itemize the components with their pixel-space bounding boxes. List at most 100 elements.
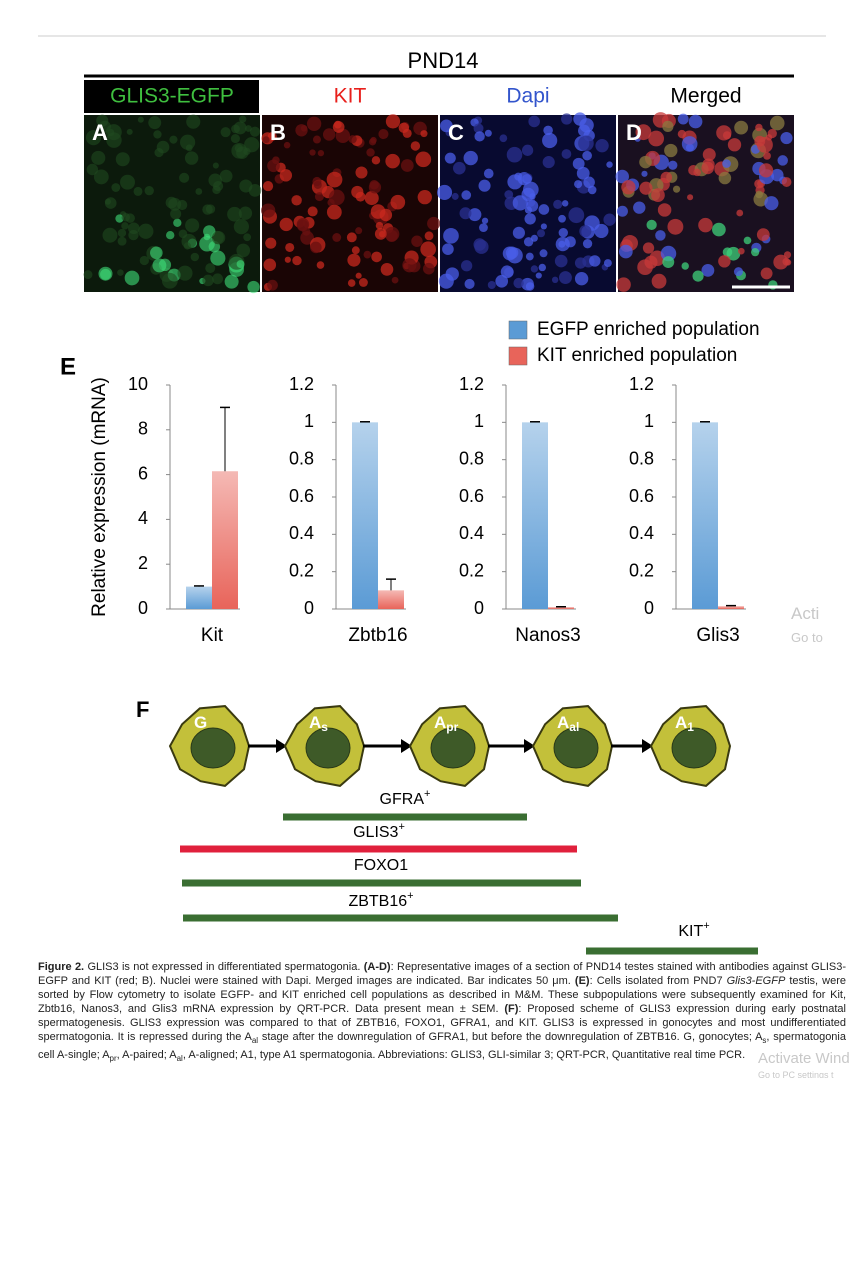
cell-texture: [417, 189, 432, 205]
panel-letter: D: [626, 120, 642, 145]
cell-texture: [615, 169, 629, 184]
cell-texture: [576, 166, 590, 180]
y-tick-label: 0: [474, 598, 484, 618]
cell-texture: [312, 135, 321, 144]
cell-texture: [736, 209, 744, 217]
caption-run: al: [251, 1036, 259, 1046]
arrowhead: [276, 739, 287, 753]
marker-sup: +: [398, 821, 404, 833]
y-tick-label: 0.8: [289, 448, 314, 468]
cell-texture: [463, 150, 478, 166]
cell-texture: [400, 159, 414, 172]
cell-label-main: A: [309, 713, 321, 732]
cell-texture: [202, 274, 214, 287]
cell-texture: [535, 272, 542, 279]
cell-texture: [370, 204, 386, 219]
cell-texture: [603, 213, 616, 226]
cell-texture: [170, 208, 182, 220]
cell-texture: [677, 113, 689, 125]
watermark: Acti: [791, 604, 820, 623]
y-tick-label: 0.4: [289, 523, 314, 543]
cell-texture: [348, 135, 357, 144]
cell-texture: [579, 225, 592, 238]
cell-texture: [227, 206, 242, 222]
y-tick-label: 0.8: [629, 448, 654, 468]
panel-title: PND14: [408, 48, 479, 73]
cell-texture: [230, 134, 240, 144]
cell-texture: [137, 116, 144, 123]
cell-texture: [309, 149, 316, 156]
cell-texture: [727, 138, 742, 152]
cell-texture: [245, 125, 252, 132]
cell-texture: [248, 184, 262, 197]
cell-texture: [495, 274, 509, 288]
cell-texture: [582, 239, 593, 249]
caption-run: (F): [504, 1003, 519, 1015]
cell-texture: [528, 115, 540, 128]
cell-texture: [452, 161, 466, 175]
cell-texture: [328, 189, 345, 206]
y-tick-label: 0: [644, 598, 654, 618]
cell-texture: [391, 276, 399, 284]
caption-run: : Representative images of a section of …: [38, 961, 847, 987]
y-tick-label: 10: [128, 374, 148, 394]
cell-texture: [738, 247, 745, 255]
y-tick-label: 1.2: [629, 374, 654, 394]
cell-texture: [561, 200, 569, 207]
cell-texture: [753, 191, 769, 207]
bar: [212, 471, 238, 609]
marker-label: GFRA+: [380, 788, 431, 808]
cell-texture: [415, 151, 432, 168]
cell-texture: [420, 130, 428, 138]
cell-texture: [662, 120, 674, 132]
cell-texture: [651, 188, 665, 202]
marker-name: FOXO1: [354, 857, 408, 874]
marker-label: ZBTB16+: [348, 890, 413, 910]
cell-texture: [364, 191, 379, 206]
cell-texture: [351, 185, 364, 199]
cell-texture: [722, 131, 732, 140]
caption-run: : Cells isolated from PND7: [589, 975, 727, 987]
cell-texture: [410, 141, 421, 151]
cell-texture: [371, 251, 382, 263]
figure: PND14 GLIS3-EGFPAKITBDapiCMergedDERelati…: [38, 35, 826, 955]
cell-texture: [499, 134, 508, 143]
cell-texture: [262, 181, 274, 192]
cell-texture: [784, 259, 792, 266]
cell-texture: [203, 225, 216, 238]
cell-texture: [664, 143, 678, 158]
x-tick-label: Nanos3: [515, 625, 581, 646]
cell-texture: [100, 268, 112, 280]
micrograph-texture: [615, 112, 793, 292]
cell-texture: [316, 261, 325, 269]
cell-texture: [616, 277, 631, 292]
cell-texture: [538, 204, 550, 215]
bar: [718, 606, 744, 609]
caption-run: : Proposed scheme of GLIS3 expression du…: [38, 1003, 846, 1043]
cell-texture: [529, 193, 536, 200]
marker-name: GLIS3: [353, 824, 398, 841]
y-tick-label: 4: [138, 508, 148, 528]
micrograph-texture: [436, 112, 616, 291]
cell-texture: [183, 242, 192, 250]
cell-texture: [165, 196, 178, 209]
cell-texture: [106, 132, 122, 148]
y-tick-label: 0.6: [629, 486, 654, 506]
cell-texture: [184, 151, 199, 165]
legend-label: EGFP enriched population: [537, 319, 760, 340]
cell-texture: [133, 186, 143, 196]
cell-texture: [212, 162, 219, 169]
caption-run: (E): [574, 975, 590, 987]
cell-texture: [385, 114, 401, 129]
cell-texture: [185, 144, 193, 152]
cell-texture: [760, 267, 773, 280]
cell-texture: [478, 179, 491, 192]
cell-texture: [692, 270, 704, 282]
cell-texture: [261, 203, 276, 218]
cell-texture: [460, 260, 473, 272]
cell-texture: [578, 135, 594, 152]
cell-texture: [459, 207, 472, 220]
cell-texture: [722, 159, 731, 168]
cell-texture: [374, 227, 387, 240]
cell-texture: [662, 256, 675, 269]
